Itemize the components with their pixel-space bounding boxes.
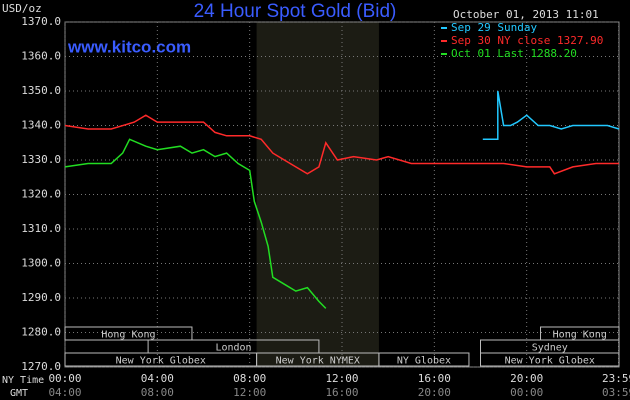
x-gmt-label: 16:00 <box>325 386 358 399</box>
y-tick-label: 1350.0 <box>21 84 61 97</box>
x-tick-label: 00:00 <box>48 372 81 385</box>
y-tick-label: 1320.0 <box>21 188 61 201</box>
x-gmt-label: 08:00 <box>141 386 174 399</box>
x-tick-label: 23:59 <box>602 372 630 385</box>
y-tick-label: 1270.0 <box>21 360 61 373</box>
session-label: Hong Kong <box>553 330 607 341</box>
series-line <box>64 138 327 309</box>
y-tick-label: 1370.0 <box>21 15 61 28</box>
session-box <box>64 326 193 341</box>
x-gmt-label: 03:59 <box>602 386 630 399</box>
series-line <box>64 114 619 175</box>
session-label: New York NYMEX <box>276 356 360 367</box>
chart-title: 24 Hour Spot Gold (Bid) <box>194 1 397 22</box>
x-gmt-label: 00:00 <box>510 386 543 399</box>
session-label: Sydney <box>532 343 568 354</box>
y-tick-label: 1280.0 <box>21 326 61 339</box>
y-tick-label: 1340.0 <box>21 119 61 132</box>
session-label: London <box>215 343 251 354</box>
x-gmt-label: 20:00 <box>418 386 451 399</box>
x-row-label: NY Time <box>2 375 44 386</box>
x-tick-label: 12:00 <box>325 372 358 385</box>
y-tick-label: 1310.0 <box>21 222 61 235</box>
session-label: NY Globex <box>397 356 451 367</box>
legend-label: Sep 29 Sunday <box>451 21 537 34</box>
y-tick-label: 1300.0 <box>21 257 61 270</box>
session-box <box>378 352 470 367</box>
session-label: New York Globex <box>116 356 206 367</box>
timestamp: October 01, 2013 11:01 <box>453 8 599 21</box>
x-row-label: GMT <box>10 388 28 399</box>
y-axis-label: USD/oz <box>2 2 42 15</box>
y-tick-label: 1290.0 <box>21 291 61 304</box>
x-gmt-label: 12:00 <box>233 386 266 399</box>
y-tick-label: 1360.0 <box>21 50 61 63</box>
site-label: www.kitco.com <box>67 37 191 56</box>
session-label: New York Globex <box>505 356 595 367</box>
session-label: Hong Kong <box>101 330 155 341</box>
session-box <box>480 352 620 367</box>
x-gmt-label: 04:00 <box>48 386 81 399</box>
legend-label: Oct 01 Last 1288.20 <box>451 47 577 60</box>
series-line <box>482 90 620 141</box>
x-tick-label: 16:00 <box>418 372 451 385</box>
x-tick-label: 04:00 <box>141 372 174 385</box>
x-tick-label: 08:00 <box>233 372 266 385</box>
y-tick-label: 1330.0 <box>21 153 61 166</box>
x-tick-label: 20:00 <box>510 372 543 385</box>
legend-label: Sep 30 NY close 1327.90 <box>451 34 603 47</box>
